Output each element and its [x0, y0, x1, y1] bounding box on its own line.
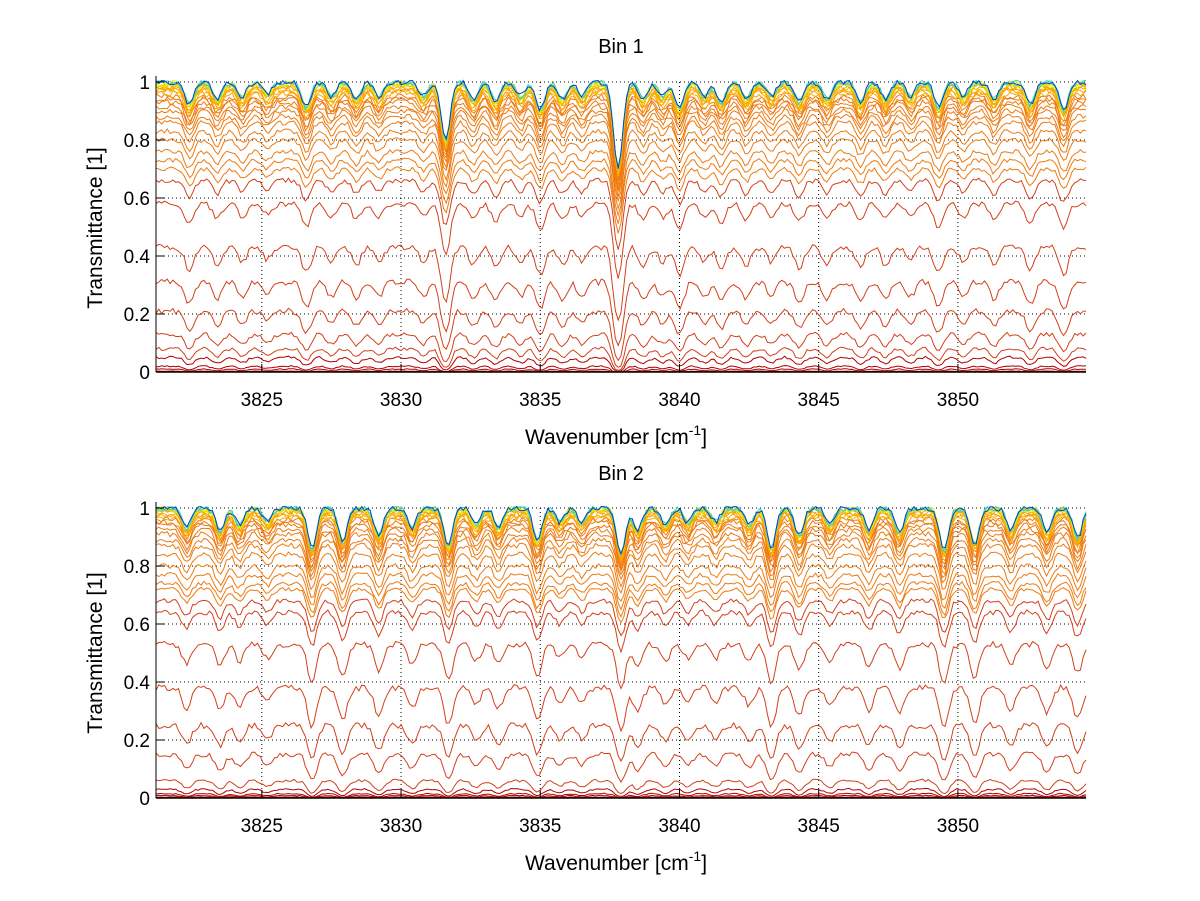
- x-axis-label: Wavenumber [cm-1]: [525, 422, 707, 449]
- x-tick-label: 3835: [519, 816, 561, 837]
- series-line: [155, 683, 1087, 733]
- series-group: [155, 505, 1087, 799]
- y-tick-label: 0.6: [124, 615, 150, 636]
- x-tick-label: 3840: [658, 816, 700, 837]
- series-line: [155, 307, 1087, 362]
- series-line: [155, 331, 1087, 368]
- series-line: [155, 243, 1087, 322]
- series-line: [155, 522, 1087, 571]
- series-line: [155, 526, 1087, 573]
- series-line: [155, 751, 1087, 783]
- series-line: [155, 200, 1087, 279]
- series-line: [155, 512, 1087, 564]
- x-tick-label: 3845: [798, 390, 840, 411]
- y-tick-label: 0.8: [124, 131, 150, 152]
- series-line: [155, 551, 1087, 595]
- panel-bin-2: Bin 2 3825 3830 3835 3840 3845 3850 0 0.2 0.4 0.…: [84, 463, 1087, 875]
- series-line: [155, 571, 1087, 611]
- series-line: [155, 128, 1087, 202]
- x-tick-labels: 3825 3830 3835 3840 3845 3850: [241, 390, 979, 411]
- x-axis-label: Wavenumber [cm-1]: [525, 848, 707, 875]
- series-line: [155, 148, 1086, 218]
- x-tick-label: 3830: [380, 816, 422, 837]
- series-line: [155, 778, 1087, 795]
- y-tick-label: 0.4: [124, 247, 151, 268]
- y-tick-label: 0.4: [124, 673, 151, 694]
- series-line: [155, 108, 1087, 190]
- series-line: [155, 346, 1087, 371]
- x-tick-label: 3850: [937, 816, 979, 837]
- series-line: [155, 103, 1087, 186]
- series-line: [155, 157, 1087, 224]
- series-line: [155, 563, 1087, 602]
- series-line: [155, 113, 1087, 192]
- y-tick-label: 1: [139, 499, 150, 520]
- series-line: [155, 177, 1087, 250]
- series-line: [155, 278, 1087, 347]
- x-tick-label: 3825: [241, 390, 283, 411]
- series-line: [155, 580, 1087, 619]
- series-line: [155, 609, 1087, 654]
- y-tick-label: 1: [139, 73, 150, 94]
- panel-bin-1: Bin 1 3825 3830 3835 3840 3845 3850 0 0.2 0.4 0.…: [84, 36, 1087, 449]
- axes: [155, 502, 1086, 799]
- plot-title: Bin 2: [598, 463, 644, 485]
- x-tick-label: 3840: [658, 390, 700, 411]
- y-tick-label: 0.2: [124, 731, 150, 752]
- series-line: [155, 542, 1087, 588]
- series-line: [155, 721, 1087, 763]
- series-group: [155, 79, 1087, 373]
- plot-title: Bin 1: [598, 36, 644, 58]
- series-line: [155, 640, 1087, 690]
- y-tick-label: 0.6: [124, 189, 150, 210]
- x-tick-label: 3835: [519, 390, 561, 411]
- x-tick-labels: 3825 3830 3835 3840 3845 3850: [241, 816, 979, 837]
- y-tick-labels: 0 0.2 0.4 0.6 0.8 1: [124, 73, 151, 384]
- series-line: [155, 505, 1087, 555]
- series-line: [155, 355, 1087, 372]
- series-line: [155, 536, 1087, 581]
- y-axis-label: Transmittance [1]: [84, 572, 107, 733]
- series-line: [155, 598, 1087, 637]
- series-line: [155, 530, 1087, 576]
- series-line: [155, 137, 1087, 211]
- y-tick-label: 0.8: [124, 557, 150, 578]
- y-tick-labels: 0 0.2 0.4 0.6 0.8 1: [124, 499, 151, 810]
- series-line: [155, 79, 1087, 169]
- series-line: [155, 787, 1087, 798]
- y-tick-label: 0: [139, 789, 150, 810]
- axes: [155, 76, 1086, 373]
- y-axis-label: Transmittance [1]: [84, 147, 107, 308]
- series-line: [155, 586, 1087, 624]
- y-tick-label: 0.2: [124, 305, 150, 326]
- x-tick-label: 3830: [380, 390, 422, 411]
- x-tick-label: 3845: [798, 816, 840, 837]
- series-line: [155, 119, 1087, 197]
- x-tick-label: 3825: [241, 816, 283, 837]
- series-line: [155, 166, 1087, 234]
- y-tick-label: 0: [139, 363, 150, 384]
- x-tick-label: 3850: [937, 390, 979, 411]
